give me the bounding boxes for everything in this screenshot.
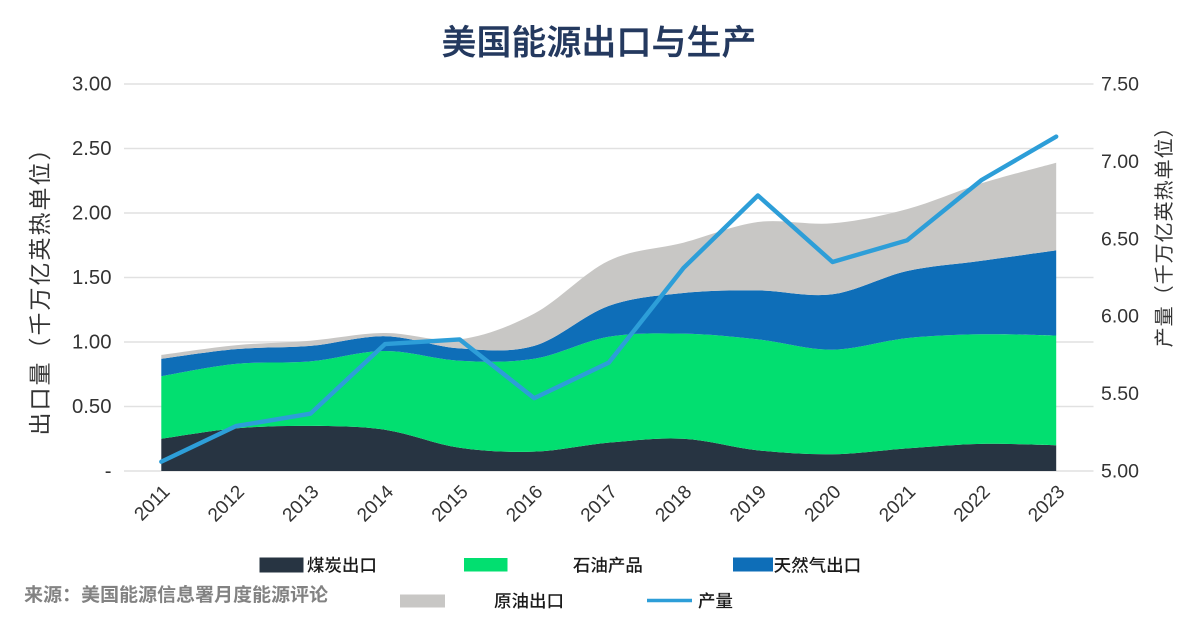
svg-text:2.00: 2.00 [72, 203, 111, 225]
svg-text:5.00: 5.00 [1101, 461, 1139, 483]
svg-text:2.50: 2.50 [72, 138, 111, 160]
svg-text:1.00: 1.00 [72, 332, 111, 354]
svg-text:7.00: 7.00 [1101, 151, 1139, 173]
svg-text:5.50: 5.50 [1101, 383, 1139, 405]
svg-text:7.50: 7.50 [1101, 74, 1139, 96]
svg-text:1.50: 1.50 [72, 267, 111, 289]
svg-text:0.50: 0.50 [72, 396, 111, 418]
svg-text:6.50: 6.50 [1101, 228, 1139, 250]
svg-text:3.00: 3.00 [72, 74, 111, 96]
svg-text:-: - [105, 461, 112, 483]
svg-text:6.00: 6.00 [1101, 306, 1139, 328]
